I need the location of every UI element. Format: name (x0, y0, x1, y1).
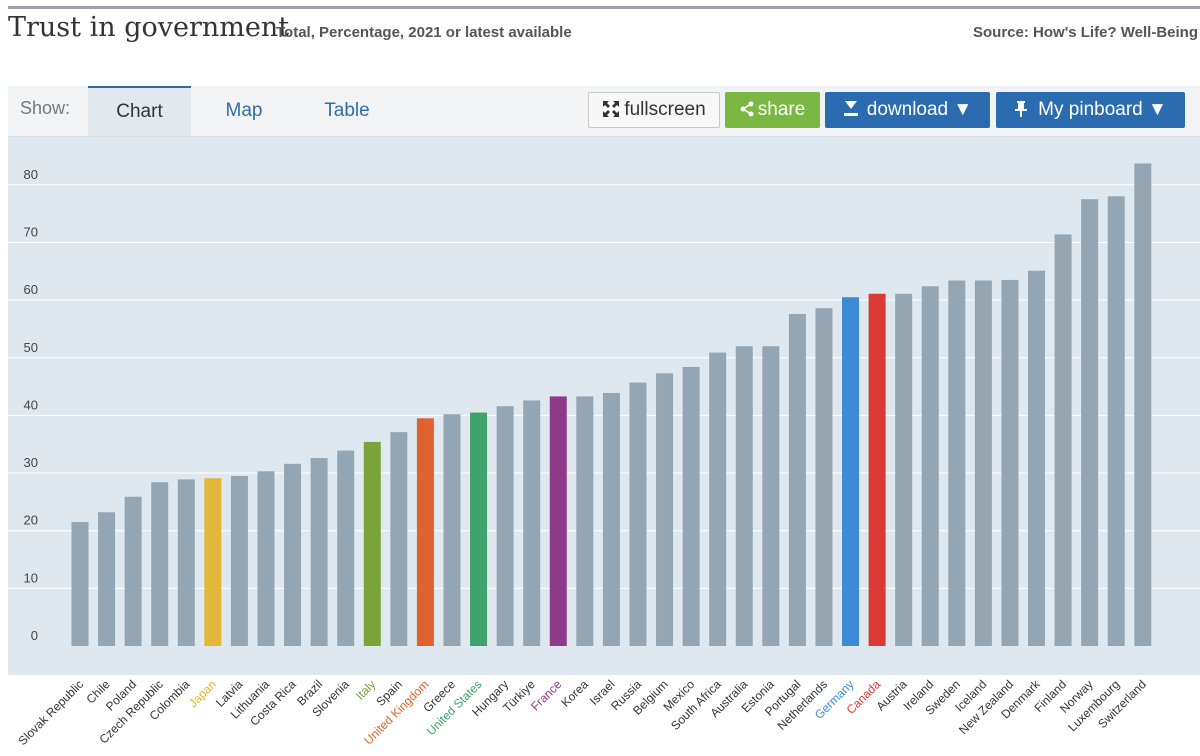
bar-t-rkiye[interactable] (523, 400, 541, 646)
bar-norway[interactable] (1081, 199, 1099, 646)
bar-czech-republic[interactable] (151, 482, 169, 646)
show-label: Show: (20, 98, 71, 118)
bar-japan[interactable] (204, 478, 222, 646)
y-tick-label: 0 (31, 628, 38, 643)
bar-lithuania[interactable] (257, 471, 275, 646)
page-title: Trust in government (8, 12, 290, 43)
bar-luxembourg[interactable] (1107, 196, 1125, 646)
bar-mexico[interactable] (682, 366, 700, 646)
tab-table[interactable]: Table (324, 100, 370, 121)
bar-united-states[interactable] (470, 412, 488, 646)
fullscreen-button[interactable]: fullscreen (588, 92, 720, 128)
bar-canada[interactable] (868, 293, 886, 646)
x-tick-label: Slovak Republic (15, 677, 86, 748)
bar-belgium[interactable] (656, 373, 674, 646)
bar-united-kingdom[interactable] (416, 418, 434, 646)
pin-icon (1015, 101, 1028, 117)
y-tick-label: 60 (24, 282, 38, 297)
download-button[interactable]: download ▼ (825, 92, 990, 128)
y-tick-label: 20 (24, 513, 38, 528)
y-tick-label: 70 (24, 224, 38, 239)
bar-australia[interactable] (735, 346, 753, 646)
bar-netherlands[interactable] (815, 308, 833, 646)
x-tick-label: Korea (558, 677, 591, 710)
bar-brazil[interactable] (310, 458, 328, 646)
bar-korea[interactable] (576, 396, 594, 646)
bar-portugal[interactable] (788, 313, 806, 646)
tab-map[interactable]: Map (225, 100, 263, 121)
bar-estonia[interactable] (762, 346, 780, 646)
bar-switzerland[interactable] (1134, 163, 1152, 647)
pinboard-button[interactable]: My pinboard ▼ (996, 92, 1185, 128)
bar-iceland[interactable] (974, 280, 992, 646)
bar-latvia[interactable] (230, 475, 248, 646)
bar-israel[interactable] (602, 392, 620, 646)
y-tick-label: 30 (24, 455, 38, 470)
y-tick-label: 40 (24, 397, 38, 412)
y-tick-label: 10 (24, 570, 38, 585)
bar-russia[interactable] (629, 382, 647, 646)
top-rule (8, 6, 1200, 9)
bar-greece[interactable] (443, 414, 461, 646)
bar-south-africa[interactable] (709, 352, 727, 646)
source-label: Source: How's Life? Well-Being (973, 24, 1198, 41)
bar-ireland[interactable] (921, 286, 939, 646)
pinboard-label: My pinboard ▼ (1038, 99, 1167, 120)
tab-chart[interactable]: Chart (88, 86, 191, 136)
bar-costa-rica[interactable] (284, 463, 302, 646)
share-label: share (757, 99, 806, 120)
bar-denmark[interactable] (1028, 270, 1046, 646)
view-toolbar: Show: Chart Map Table fullscreen share d… (8, 86, 1200, 137)
fullscreen-label: fullscreen (624, 99, 706, 120)
bar-spain[interactable] (390, 432, 408, 646)
bar-germany[interactable] (842, 297, 860, 646)
fullscreen-icon (603, 101, 620, 117)
bar-finland[interactable] (1054, 234, 1072, 646)
bar-italy[interactable] (363, 441, 381, 646)
bar-sweden[interactable] (948, 280, 966, 646)
download-label: download ▼ (866, 99, 973, 120)
bar-new-zealand[interactable] (1001, 279, 1019, 646)
page-subtitle: Total, Percentage, 2021 or latest availa… (276, 24, 572, 41)
bar-france[interactable] (549, 396, 567, 646)
share-icon (740, 101, 754, 117)
bar-chile[interactable] (98, 512, 116, 646)
bar-poland[interactable] (124, 496, 142, 646)
x-tick-label: France (528, 677, 565, 714)
bar-austria[interactable] (895, 293, 913, 646)
x-tick-label: Japan (186, 677, 219, 710)
y-tick-label: 80 (24, 167, 38, 182)
share-button[interactable]: share (725, 92, 820, 128)
y-tick-label: 50 (24, 340, 38, 355)
bar-slovenia[interactable] (337, 450, 355, 646)
bar-slovak-republic[interactable] (71, 522, 89, 646)
bar-colombia[interactable] (177, 479, 195, 646)
bar-hungary[interactable] (496, 406, 514, 646)
download-icon (843, 101, 858, 116)
